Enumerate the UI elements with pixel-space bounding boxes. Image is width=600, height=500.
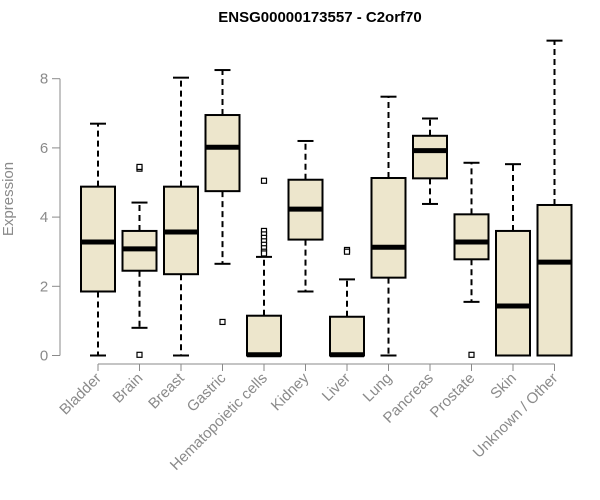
box-pancreas — [412, 117, 448, 205]
y-axis: 0 2 4 6 8 — [40, 71, 61, 365]
box-iqr — [536, 203, 573, 357]
outlier-point — [136, 163, 143, 171]
box-bladder — [80, 122, 116, 357]
outlier-point — [468, 351, 475, 358]
box-iqr — [495, 229, 531, 357]
y-tick-label: 2 — [40, 278, 48, 295]
y-tick-label: 4 — [40, 209, 48, 226]
box-iqr — [246, 314, 282, 357]
y-tick-label: 6 — [40, 140, 48, 157]
y-tick-label: 0 — [40, 348, 48, 365]
outlier-point — [260, 177, 268, 184]
box-series — [80, 39, 573, 358]
box-prostate — [453, 161, 490, 358]
box-iqr — [329, 315, 365, 357]
box-brain — [121, 163, 158, 358]
box-iqr — [412, 134, 448, 180]
box-gastric — [204, 69, 241, 326]
box-hematopoietic-cells — [246, 177, 282, 358]
x-tick-label: Skin — [487, 370, 520, 403]
x-tick-label: Bladder — [56, 370, 105, 419]
box-breast — [163, 76, 199, 357]
box-lung — [370, 95, 407, 357]
x-tick-label: Breast — [145, 369, 188, 412]
x-tick-label: Kidney — [268, 369, 313, 414]
box-iqr — [453, 213, 490, 261]
box-iqr — [370, 177, 407, 279]
x-tick-label: Brain — [110, 370, 147, 407]
box-liver — [329, 246, 365, 358]
box-iqr — [80, 185, 116, 293]
x-tick-label: Lung — [360, 370, 396, 406]
box-unknown-other — [536, 39, 573, 357]
x-tick-label: Liver — [319, 370, 354, 405]
box-iqr — [204, 114, 241, 193]
y-tick-label: 8 — [40, 71, 48, 88]
box-kidney — [287, 139, 324, 293]
x-tick-label: Prostate — [427, 370, 479, 422]
outlier-point — [136, 351, 143, 358]
outlier-point — [260, 250, 268, 257]
outlier-point — [219, 318, 226, 326]
outlier-point — [343, 248, 351, 255]
box-skin — [495, 163, 531, 357]
chart-title: ENSG00000173557 - C2orf70 — [218, 9, 421, 26]
y-axis-label: Expression — [0, 162, 17, 236]
